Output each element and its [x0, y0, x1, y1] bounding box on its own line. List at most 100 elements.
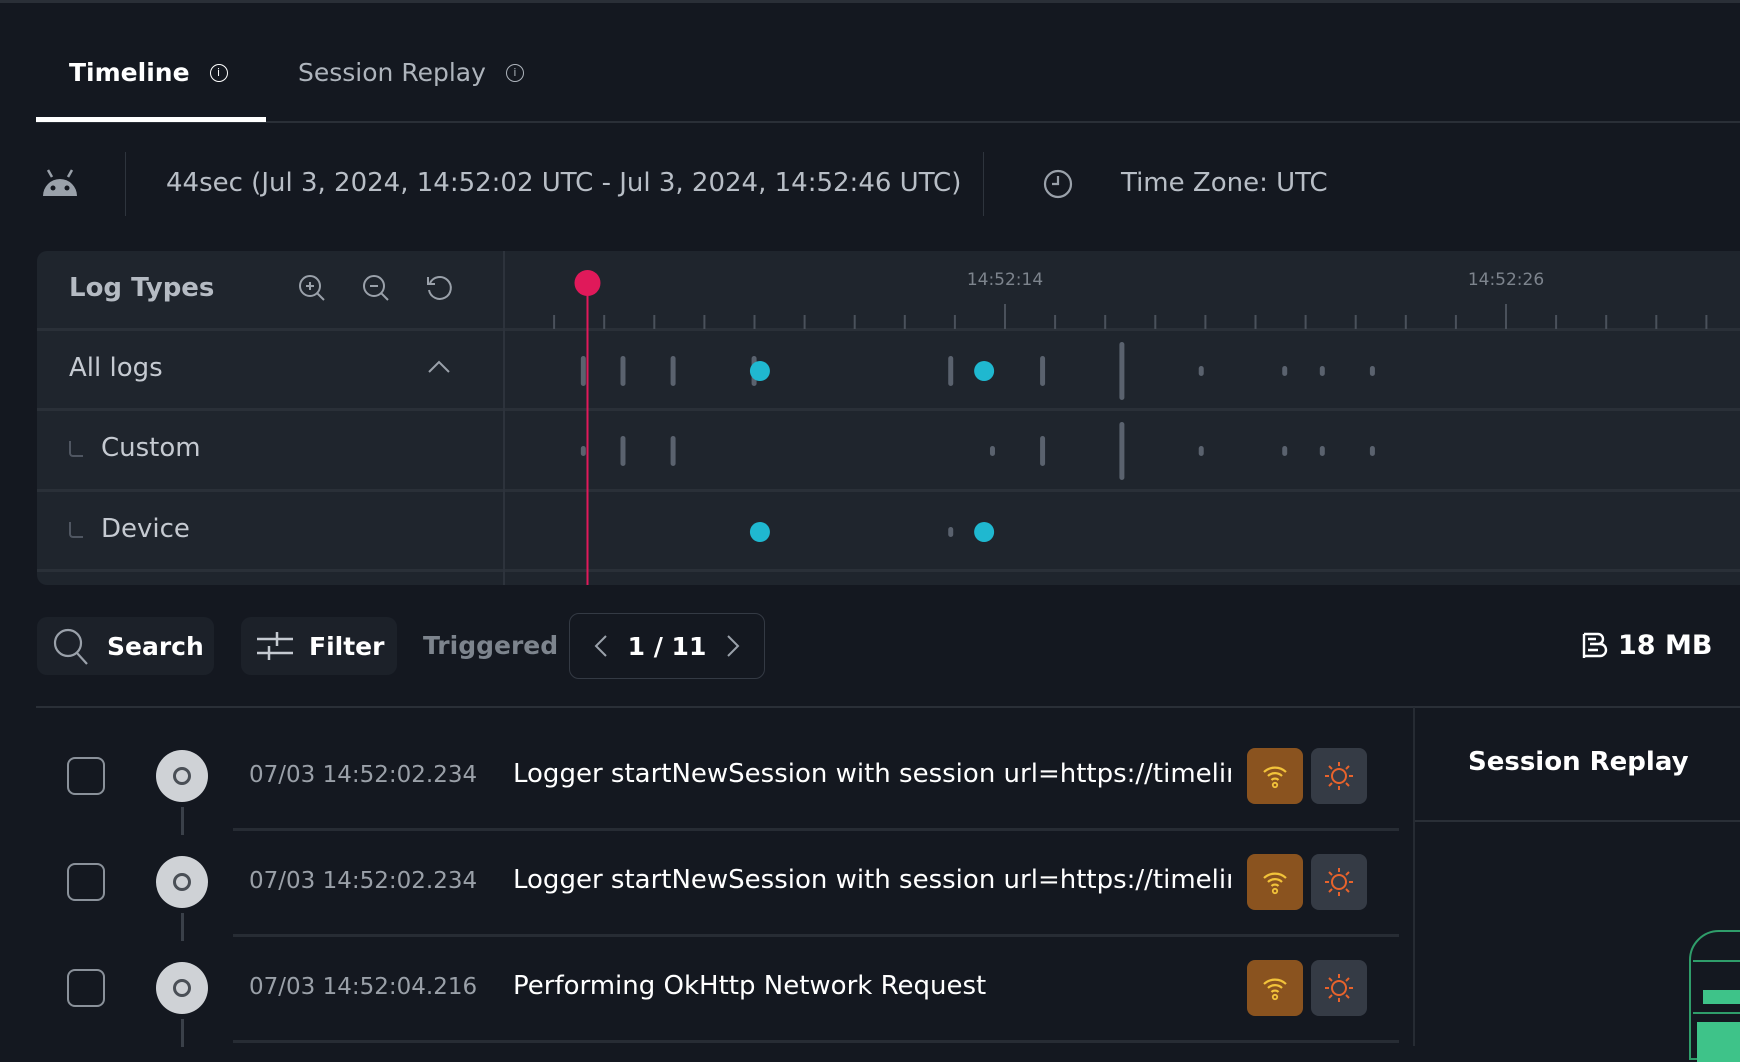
tree-elbow-icon [69, 521, 83, 538]
sliders-icon [255, 630, 293, 662]
timeline-header-row: Log Types [37, 251, 1740, 331]
log-event-mark [1119, 422, 1125, 480]
row-separator [233, 828, 1399, 831]
tab-timeline[interactable]: Timeline i [69, 58, 228, 87]
sun-icon [1323, 866, 1355, 898]
log-message[interactable]: Performing OkHttp Network Request [513, 971, 987, 1001]
sun-icon [1323, 760, 1355, 792]
divider [125, 152, 126, 216]
pager: 1 / 11 [569, 613, 765, 679]
tab-divider [36, 121, 1740, 123]
size-label: 18 MB [1618, 630, 1713, 661]
chevron-up-icon[interactable] [427, 359, 451, 375]
row-label: Device [101, 514, 190, 544]
reset-icon[interactable] [424, 273, 454, 303]
device-badge[interactable] [1311, 960, 1367, 1016]
storage-size: 18 MB [1578, 630, 1712, 661]
triggered-toggle[interactable]: Triggered [423, 631, 559, 660]
log-timestamp: 07/03 14:52:04.216 [249, 974, 478, 1000]
network-badge[interactable] [1247, 854, 1303, 910]
filter-button[interactable]: Filter [241, 617, 397, 675]
zoom-in-icon[interactable] [297, 273, 327, 303]
network-badge[interactable] [1247, 960, 1303, 1016]
log-event-mark [580, 446, 586, 456]
tab-label: Session Replay [298, 58, 486, 87]
log-timestamp: 07/03 14:52:02.234 [249, 762, 478, 788]
log-node-icon [156, 750, 208, 802]
active-tab-indicator [36, 117, 266, 122]
wifi-icon [1261, 975, 1289, 1001]
search-icon [51, 626, 91, 666]
row-device[interactable]: Device [37, 492, 1740, 572]
search-button[interactable]: Search [37, 617, 214, 675]
log-event-mark [620, 356, 626, 386]
row-all-logs[interactable]: All logs [37, 331, 1740, 411]
log-event-mark [1369, 366, 1375, 376]
device-badge[interactable] [1311, 854, 1367, 910]
device-badge[interactable] [1311, 748, 1367, 804]
android-icon [39, 166, 81, 198]
timeline-track[interactable]: 14:52:14 14:52:26 [505, 251, 1740, 585]
tab-label: Timeline [69, 58, 190, 87]
panel-divider [1413, 707, 1415, 1046]
playhead-handle[interactable] [574, 270, 601, 296]
timeline-panel: Log Types All logs Custom Device 14:52:1… [37, 251, 1740, 585]
timeline-connector [181, 1019, 184, 1047]
next-page-icon[interactable] [726, 634, 740, 658]
log-node-icon [156, 856, 208, 908]
log-message[interactable]: Logger startNewSession with session url=… [513, 865, 1231, 895]
log-row[interactable]: 07/03 14:52:02.234 Logger startNewSessio… [0, 829, 1400, 941]
device-event-dot [974, 522, 995, 542]
timeline-connector [181, 807, 184, 835]
prev-page-icon[interactable] [594, 634, 608, 658]
log-event-mark [580, 356, 586, 386]
page-indicator: 1 / 11 [627, 631, 707, 661]
log-event-mark [1319, 446, 1325, 456]
device-event-dot [974, 361, 995, 381]
log-event-mark [989, 446, 995, 456]
divider [983, 152, 984, 216]
row-label: Custom [101, 433, 201, 463]
log-types-title: Log Types [69, 273, 215, 303]
device-event-dot [749, 522, 770, 542]
top-border [0, 0, 1740, 3]
row-custom[interactable]: Custom [37, 411, 1740, 492]
log-list: 07/03 14:52:02.234 Logger startNewSessio… [0, 723, 1400, 1047]
row-label: All logs [69, 353, 163, 383]
row-separator [233, 1040, 1399, 1043]
database-icon [1578, 631, 1608, 661]
log-event-mark [1198, 366, 1204, 376]
row-checkbox[interactable] [67, 757, 105, 795]
row-checkbox[interactable] [67, 863, 105, 901]
tab-session-replay[interactable]: Session Replay i [298, 58, 524, 87]
log-event-mark [1282, 446, 1288, 456]
row-label-wrap: Device [69, 514, 190, 544]
side-divider [1415, 820, 1740, 822]
log-timestamp: 07/03 14:52:02.234 [249, 868, 478, 894]
session-replay-title: Session Replay [1468, 747, 1689, 777]
log-event-mark [670, 356, 676, 386]
session-range: 44sec (Jul 3, 2024, 14:52:02 UTC - Jul 3… [166, 168, 962, 198]
log-row[interactable]: 07/03 14:52:04.216 Performing OkHttp Net… [0, 935, 1400, 1047]
log-row[interactable]: 07/03 14:52:02.234 Logger startNewSessio… [0, 723, 1400, 835]
log-event-mark [1369, 446, 1375, 456]
log-node-icon [156, 962, 208, 1014]
timezone-label: Time Zone: UTC [1121, 168, 1328, 198]
wifi-icon [1261, 763, 1289, 789]
filter-label: Filter [309, 631, 385, 661]
row-checkbox[interactable] [67, 969, 105, 1007]
network-badge[interactable] [1247, 748, 1303, 804]
log-message[interactable]: Logger startNewSession with session url=… [513, 759, 1231, 789]
zoom-out-icon[interactable] [361, 273, 391, 303]
info-icon[interactable]: i [505, 63, 524, 82]
log-event-mark [948, 527, 954, 537]
log-event-mark [670, 436, 676, 466]
log-event-mark [620, 436, 626, 466]
log-event-mark [1119, 342, 1125, 400]
log-types-pane [37, 251, 505, 585]
row-separator [233, 934, 1399, 937]
phone-preview [1689, 930, 1740, 1062]
info-icon[interactable]: i [209, 63, 228, 82]
axis-tick-label: 14:52:26 [1468, 270, 1544, 290]
search-label: Search [107, 631, 204, 661]
